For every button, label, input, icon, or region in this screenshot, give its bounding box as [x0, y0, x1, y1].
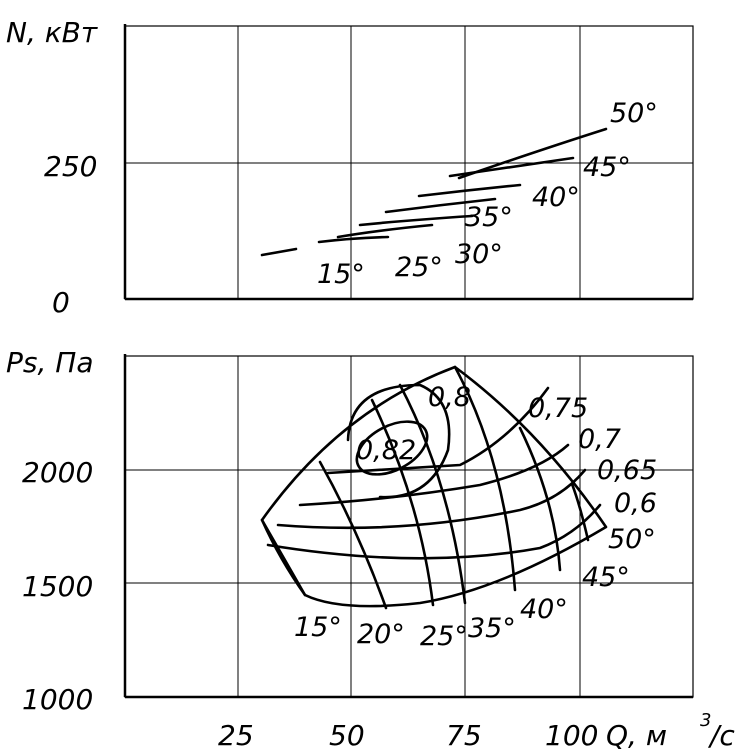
power-curve-15	[317, 235, 390, 244]
power-gridlines	[125, 26, 693, 299]
eff-contour-070	[298, 443, 570, 507]
eff-label-075: 0,75	[528, 393, 588, 424]
eff-label-070: 0,7	[578, 424, 621, 455]
blade-label-40: 40°	[520, 594, 568, 625]
x-axis-title-exponent: 3	[700, 710, 711, 731]
eff-label-082: 0,82	[356, 435, 416, 466]
eff-contour-060	[266, 503, 602, 560]
blade-label-35: 35°	[468, 613, 516, 644]
power-label-25: 25°	[395, 252, 443, 283]
x-tick-75: 75	[446, 719, 482, 752]
blade-label-15: 15°	[294, 612, 342, 643]
power-curve-50	[457, 127, 608, 180]
eff-contour-075	[326, 386, 550, 475]
power-curve-40	[417, 183, 522, 198]
power-curves	[260, 127, 608, 257]
power-label-45: 45°	[583, 152, 631, 183]
power-label-15: 15°	[317, 259, 365, 290]
power-curve-30	[358, 214, 474, 227]
eff-label-065: 0,65	[597, 455, 657, 486]
eff-contour-080	[346, 383, 451, 499]
power-curve-15-left	[260, 247, 298, 257]
power-label-50: 50°	[610, 98, 658, 129]
power-label-30: 30°	[455, 239, 503, 270]
x-tick-25: 25	[218, 719, 254, 752]
blade-line-50	[570, 482, 590, 542]
eff-label-080: 0,8	[428, 382, 471, 413]
pressure-axis-title: Ps, Па	[6, 346, 94, 379]
x-tick-50: 50	[329, 719, 365, 752]
blade-label-45: 45°	[582, 562, 630, 593]
blade-label-50: 50°	[608, 524, 656, 555]
x-axis-title-tail: /с	[707, 719, 735, 752]
power-axis-title: N, кВт	[6, 16, 98, 49]
pressure-tick-1000: 1000	[22, 683, 93, 716]
blade-label-20: 20°	[357, 619, 405, 650]
blade-line-40	[453, 365, 517, 592]
pressure-panel: Ps, Па 2000 1500 1000 0,8 0,82 0,75 0,7 …	[6, 346, 735, 752]
power-curve-35	[384, 197, 497, 214]
power-curve-45	[448, 156, 575, 178]
power-label-40: 40°	[532, 182, 580, 213]
power-tick-250: 250	[44, 150, 97, 183]
pressure-tick-2000: 2000	[22, 456, 93, 489]
power-label-35: 35°	[465, 202, 513, 233]
blade-line-35	[398, 383, 467, 605]
pressure-tick-1500: 1500	[22, 570, 93, 603]
blade-line-15	[260, 518, 307, 597]
blade-line-25	[370, 398, 435, 607]
x-tick-100: 100	[545, 719, 598, 752]
blade-label-25: 25°	[420, 621, 468, 652]
blade-line-20	[318, 460, 388, 610]
power-panel: N, кВт 250 0 50° 45° 40° 35° 30° 25° 15°	[6, 16, 694, 319]
x-axis-title: Q, м	[606, 719, 667, 752]
eff-label-060: 0,6	[614, 488, 657, 519]
power-tick-0: 0	[52, 286, 70, 319]
power-curve-25	[336, 223, 434, 239]
efficiency-contours	[266, 383, 602, 560]
eff-contour-065	[276, 468, 587, 530]
